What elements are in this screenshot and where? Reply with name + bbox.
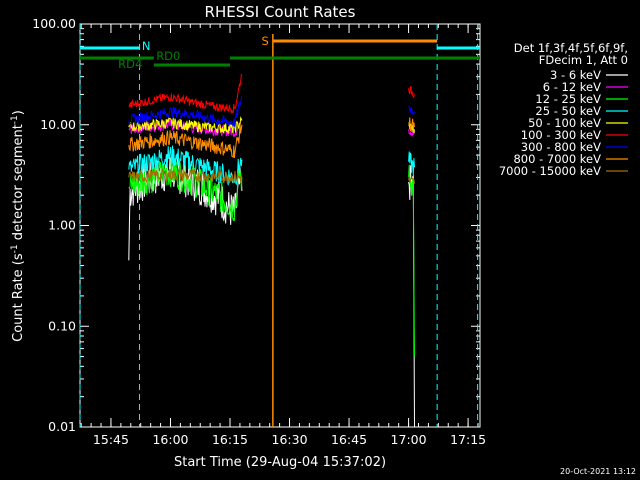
legend-entry-label: 7000 - 15000 keV	[499, 164, 601, 178]
series-line-seg2	[408, 164, 415, 357]
x-tick-label: 17:15	[450, 432, 486, 447]
x-tick-label: 16:30	[272, 432, 308, 447]
series-line-seg1	[128, 145, 243, 186]
y-axis-label: Count Rate (s-1 detector segment-1)	[10, 110, 26, 342]
x-tick-label: 16:15	[212, 432, 248, 447]
legend-entry-label: 50 - 100 keV	[528, 116, 601, 130]
y-axis-label-part: -1	[10, 244, 20, 253]
y-axis-label-part: -1	[10, 115, 20, 124]
legend-entry-label: 12 - 25 keV	[535, 92, 601, 106]
y-axis-label-part: )	[11, 110, 26, 115]
y-tick-label: 0.10	[48, 318, 76, 333]
legend-entry-label: 300 - 800 keV	[521, 140, 601, 154]
timestamp: 20-Oct-2021 13:12	[560, 467, 636, 476]
x-tick-label: 16:00	[152, 432, 188, 447]
y-tick-label: 1.00	[48, 218, 76, 233]
series-line-seg2	[408, 117, 415, 132]
count-rate-series	[128, 73, 415, 428]
series-line-seg1	[128, 96, 243, 127]
series-line-seg2	[408, 176, 415, 184]
legend-entry-label: 800 - 7000 keV	[513, 152, 601, 166]
legend-header: Det 1f,3f,4f,5f,6f,9f,	[514, 41, 628, 55]
y-axis-label-part: detector segment	[11, 124, 26, 244]
y-tick-label: 100.00	[32, 16, 76, 31]
legend: Det 1f,3f,4f,5f,6f,9f,FDecim 1, Att 03 -…	[499, 41, 628, 178]
series-line-seg2	[408, 86, 415, 99]
legend-header: FDecim 1, Att 0	[539, 53, 628, 67]
series-line-seg1	[128, 73, 243, 115]
legend-entry-label: 25 - 50 keV	[535, 104, 601, 118]
observing-annotations: N S RD0 RD4	[79, 24, 480, 427]
y-axis-label-part: Count Rate (s	[11, 253, 26, 342]
x-axis-label: Start Time (29-Aug-04 15:37:02)	[174, 455, 386, 470]
series-line-seg1	[128, 116, 243, 134]
night-label: N	[142, 39, 151, 53]
series-line-seg1	[128, 155, 243, 221]
x-tick-label: 16:45	[331, 432, 367, 447]
chart-title: RHESSI Count Rates	[205, 3, 356, 21]
legend-entry-label: 6 - 12 keV	[543, 80, 601, 94]
axis-ticks: 100.00 10.00 1.00 0.10 0.01 15:45 16:00 16:15 16…	[32, 16, 486, 447]
legend-entry-label: 3 - 6 keV	[550, 68, 601, 82]
series-line-seg1	[128, 123, 243, 159]
y-tick-label: 0.01	[48, 419, 76, 434]
saa-label: S	[262, 34, 269, 48]
rd4-label: RD4	[118, 57, 142, 71]
series-line-seg2	[408, 151, 415, 176]
y-tick-label: 10.00	[40, 117, 76, 132]
x-tick-label: 17:00	[391, 432, 427, 447]
x-tick-label: 15:45	[93, 432, 129, 447]
series-line-seg2	[408, 105, 415, 116]
rd0-label: RD0	[156, 49, 180, 63]
legend-entry-label: 100 - 300 keV	[521, 128, 601, 142]
series-line-seg1	[128, 168, 243, 184]
